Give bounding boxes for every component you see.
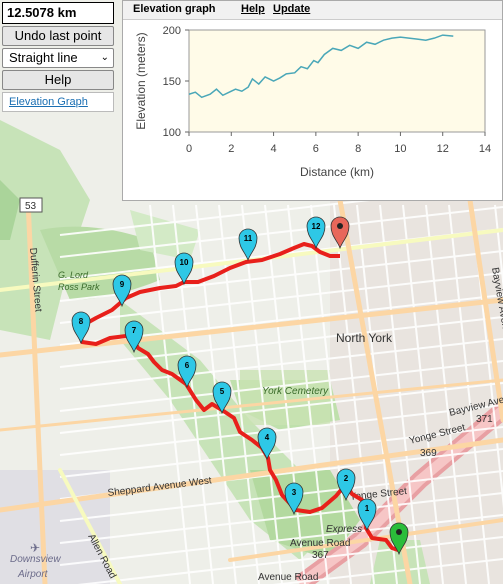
label-avenue-road-367-1: Avenue Road bbox=[290, 538, 350, 549]
x-tick-label: 12 bbox=[437, 143, 449, 155]
x-axis-label: Distance (km) bbox=[300, 165, 374, 179]
chevron-down-icon: ⌄ bbox=[100, 52, 109, 63]
elevation-graph-link[interactable]: Elevation Graph bbox=[9, 96, 88, 108]
route-marker-3[interactable]: 3 bbox=[284, 482, 304, 516]
label-york-cemetery: York Cemetery bbox=[262, 386, 329, 397]
route-mode-value: Straight line bbox=[9, 50, 78, 65]
route-marker-5[interactable]: 5 bbox=[212, 381, 232, 415]
label-downsview-1: Downsview bbox=[10, 554, 61, 565]
end-marker[interactable] bbox=[330, 216, 350, 250]
airport-area bbox=[0, 470, 110, 584]
svg-text:5: 5 bbox=[220, 387, 225, 396]
route-marker-9[interactable]: 9 bbox=[112, 274, 132, 308]
airplane-icon: ✈ bbox=[30, 541, 40, 555]
route-line bbox=[76, 242, 399, 552]
route-marker-10[interactable]: 10 bbox=[174, 252, 194, 286]
route-53-shield: 53 bbox=[19, 197, 43, 213]
label-route-371: 371 bbox=[476, 414, 493, 425]
route-marker-11[interactable]: 11 bbox=[238, 228, 258, 262]
x-tick-label: 0 bbox=[186, 143, 192, 155]
undo-last-point-button[interactable]: Undo last point bbox=[2, 26, 114, 46]
x-tick-label: 4 bbox=[271, 143, 277, 155]
label-g-lord-ross-park-1: G. Lord bbox=[58, 270, 89, 280]
label-express: Express bbox=[326, 524, 362, 535]
svg-text:8: 8 bbox=[79, 317, 84, 326]
y-tick-label: 200 bbox=[163, 25, 181, 37]
route-marker-6[interactable]: 6 bbox=[177, 355, 197, 389]
label-north-york: North York bbox=[336, 331, 393, 345]
elevation-update-link[interactable]: Update bbox=[273, 3, 311, 15]
route-marker-1[interactable]: 1 bbox=[357, 498, 377, 532]
svg-text:4: 4 bbox=[265, 433, 270, 442]
route-marker-7[interactable]: 7 bbox=[124, 320, 144, 354]
help-button[interactable]: Help bbox=[2, 70, 114, 90]
major-roads bbox=[0, 197, 503, 584]
route-marker-8[interactable]: 8 bbox=[71, 311, 91, 345]
route-marker-12[interactable]: 12 bbox=[306, 216, 326, 250]
x-tick-label: 14 bbox=[479, 143, 491, 155]
x-tick-label: 2 bbox=[228, 143, 234, 155]
route-marker-2[interactable]: 2 bbox=[336, 468, 356, 502]
route-marker-4[interactable]: 4 bbox=[257, 427, 277, 461]
y-tick-label: 100 bbox=[163, 127, 181, 139]
svg-text:11: 11 bbox=[244, 234, 253, 243]
elevation-help-link[interactable]: Help bbox=[241, 3, 265, 15]
label-avenue-road: Avenue Road bbox=[258, 572, 318, 583]
elevation-series-line bbox=[188, 34, 454, 99]
x-tick-label: 10 bbox=[394, 143, 406, 155]
svg-text:6: 6 bbox=[185, 361, 190, 370]
x-tick-label: 8 bbox=[355, 143, 361, 155]
x-tick-label: 6 bbox=[313, 143, 319, 155]
elevation-panel-header: Elevation graph Help Update bbox=[123, 1, 502, 20]
plot-area bbox=[188, 29, 486, 133]
start-marker[interactable] bbox=[389, 522, 409, 556]
y-tick-label: 150 bbox=[163, 76, 181, 88]
svg-text:12: 12 bbox=[312, 222, 321, 231]
label-downsview-2: Airport bbox=[17, 569, 49, 580]
distance-readout: 12.5078 km bbox=[2, 2, 114, 24]
svg-text:2: 2 bbox=[344, 474, 349, 483]
y-axis-label: Elevation (meters) bbox=[134, 32, 148, 129]
svg-text:1: 1 bbox=[365, 504, 370, 513]
svg-text:53: 53 bbox=[25, 201, 37, 212]
label-avenue-road-367-2: 367 bbox=[312, 550, 329, 561]
svg-text:7: 7 bbox=[132, 326, 137, 335]
elevation-graph-link-box: Elevation Graph bbox=[2, 92, 114, 112]
elevation-chart: 100 150 200 0 2 4 6 8 10 12 14 Distance (km) Elevati… bbox=[134, 25, 491, 179]
label-g-lord-ross-park-2: Ross Park bbox=[58, 282, 100, 292]
elevation-panel-title: Elevation graph bbox=[133, 3, 216, 15]
svg-text:3: 3 bbox=[292, 488, 297, 497]
label-route-369: 369 bbox=[420, 448, 437, 459]
svg-text:9: 9 bbox=[120, 280, 125, 289]
svg-text:10: 10 bbox=[180, 258, 189, 267]
route-mode-select[interactable]: Straight line ⌄ bbox=[2, 48, 114, 68]
elevation-panel: Elevation graph Help Update 100 150 200 0 2 4… bbox=[122, 0, 503, 201]
